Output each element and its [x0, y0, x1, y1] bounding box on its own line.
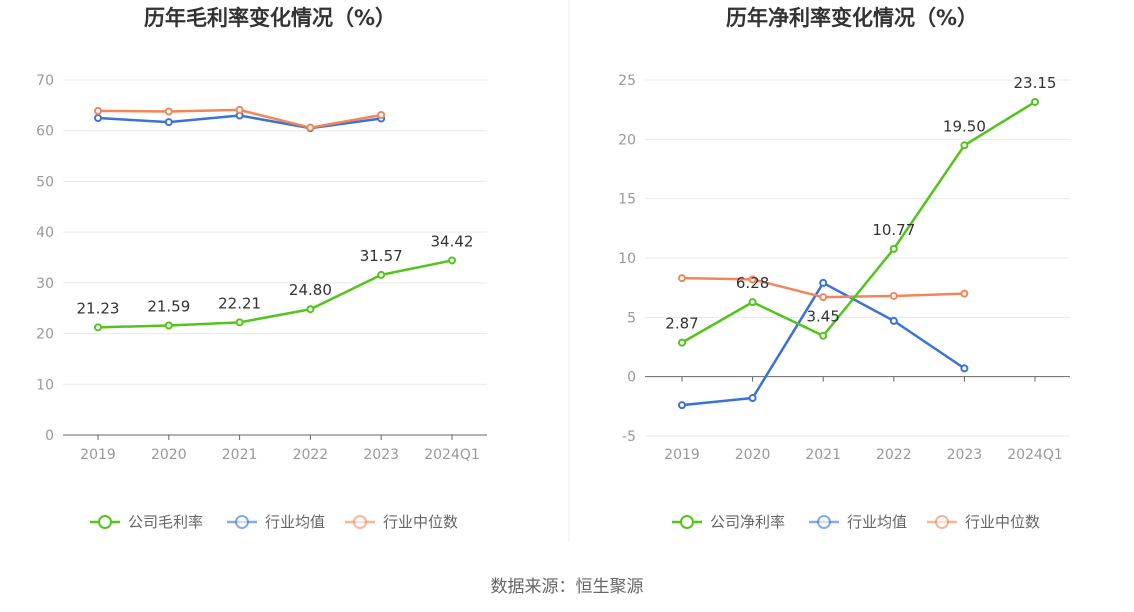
legend-item-company[interactable]: 公司毛利率: [90, 513, 203, 531]
y-tick-label: 60: [36, 124, 54, 140]
legend-swatch-marker: [935, 515, 949, 529]
y-tick-label: 0: [627, 370, 636, 386]
y-tick-label: 70: [36, 73, 54, 89]
legend-label: 行业均值: [847, 513, 907, 531]
data-label: 21.23: [77, 299, 120, 317]
data-point-company: [448, 256, 456, 265]
data-point-company: [1031, 97, 1039, 106]
legend-item-industry_avg[interactable]: 行业均值: [809, 513, 907, 531]
data-point-company: [164, 321, 173, 330]
data-point-company: [94, 323, 102, 332]
data-label: 31.57: [360, 247, 403, 265]
legend-label: 行业均值: [265, 513, 325, 531]
x-tick-label: 2022: [876, 447, 912, 463]
data-label: 34.42: [431, 232, 474, 250]
legend-swatch-marker: [98, 515, 112, 529]
data-point-company: [889, 244, 898, 253]
data-point-industry_avg: [94, 114, 102, 123]
series-line-company: [681, 100, 1036, 344]
x-tick-label: 2019: [664, 447, 700, 463]
data-point-company: [678, 338, 686, 347]
data-label: 3.45: [806, 308, 839, 326]
data-label: 2.87: [665, 315, 698, 333]
x-tick-label: 2021: [222, 447, 258, 463]
legend-label: 公司净利率: [710, 513, 785, 531]
data-point-industry_avg: [819, 278, 828, 287]
x-tick-label: 2020: [735, 447, 771, 463]
data-point-industry_median: [235, 105, 244, 114]
gross-margin-chart: 历年毛利率变化情况（%） 0 10 20 30 40 50 60 70 2019 2020 2021 2…: [36, 6, 487, 531]
data-label: 21.59: [147, 298, 190, 316]
data-point-industry_median: [819, 293, 828, 302]
data-label: 19.50: [943, 117, 986, 135]
data-point-industry_median: [678, 274, 686, 283]
data-label: 6.28: [736, 274, 769, 292]
data-point-company: [306, 305, 315, 314]
data-point-industry_median: [164, 107, 173, 116]
data-point-industry_median: [960, 289, 969, 298]
data-point-company: [377, 270, 386, 279]
data-source-note: 数据来源：恒生聚源: [491, 577, 644, 597]
y-tick-label: 10: [36, 377, 54, 393]
legend-swatch-marker: [353, 515, 367, 529]
legend-label: 行业中位数: [965, 513, 1040, 531]
net-margin-chart: 历年净利率变化情况（%） -5 0 5 10 15 20 25 2019 2020 2021 2022…: [618, 6, 1070, 531]
data-point-industry_median: [306, 123, 315, 132]
data-point-industry_median: [94, 106, 102, 115]
data-point-company: [819, 331, 828, 340]
data-point-industry_avg: [960, 364, 969, 373]
legend-swatch-marker: [680, 515, 694, 529]
legend-swatch-marker: [817, 515, 831, 529]
y-tick-label: 20: [36, 327, 54, 343]
y-tick-label: 0: [45, 428, 54, 444]
y-tick-label: 25: [618, 73, 636, 89]
legend-item-company[interactable]: 公司净利率: [672, 513, 785, 531]
data-point-industry_avg: [889, 316, 898, 325]
legend-label: 公司毛利率: [128, 513, 203, 531]
series-line-industry_avg: [681, 281, 966, 407]
data-label: 22.21: [218, 294, 261, 312]
legend-swatch-marker: [235, 515, 249, 529]
chart-title: 历年毛利率变化情况（%）: [144, 6, 396, 30]
data-point-industry_median: [377, 110, 386, 119]
x-tick-label: 2023: [947, 447, 983, 463]
data-point-industry_median: [889, 291, 898, 300]
x-tick-label: 2024Q1: [424, 447, 480, 463]
legend-item-industry_median[interactable]: 行业中位数: [927, 513, 1040, 531]
legend-item-industry_avg[interactable]: 行业均值: [227, 513, 325, 531]
data-label: 24.80: [289, 281, 332, 299]
y-tick-label: 10: [618, 251, 636, 267]
x-tick-label: 2023: [363, 447, 399, 463]
series-line-company: [97, 259, 453, 329]
legend-label: 行业中位数: [383, 513, 458, 531]
x-tick-label: 2021: [805, 447, 841, 463]
data-point-company: [748, 298, 757, 307]
data-point-industry_median: [748, 275, 757, 284]
y-tick-label: 5: [627, 310, 636, 326]
x-tick-label: 2024Q1: [1007, 447, 1063, 463]
data-point-industry_avg: [164, 118, 173, 127]
y-tick-label: 50: [36, 174, 54, 190]
chart-title: 历年净利率变化情况（%）: [726, 6, 978, 30]
data-point-company: [960, 141, 969, 150]
x-tick-label: 2020: [151, 447, 187, 463]
y-tick-label: 20: [618, 132, 636, 148]
x-tick-label: 2022: [293, 447, 329, 463]
y-tick-label: -5: [622, 429, 636, 445]
x-tick-label: 2019: [80, 447, 116, 463]
data-point-industry_avg: [678, 401, 686, 410]
y-tick-label: 40: [36, 225, 54, 241]
y-tick-label: 30: [36, 276, 54, 292]
data-point-company: [235, 318, 244, 327]
legend-item-industry_median[interactable]: 行业中位数: [345, 513, 458, 531]
y-tick-label: 15: [618, 192, 636, 208]
data-label: 23.15: [1014, 74, 1057, 92]
data-label: 10.77: [872, 221, 915, 239]
data-point-industry_avg: [748, 394, 757, 403]
